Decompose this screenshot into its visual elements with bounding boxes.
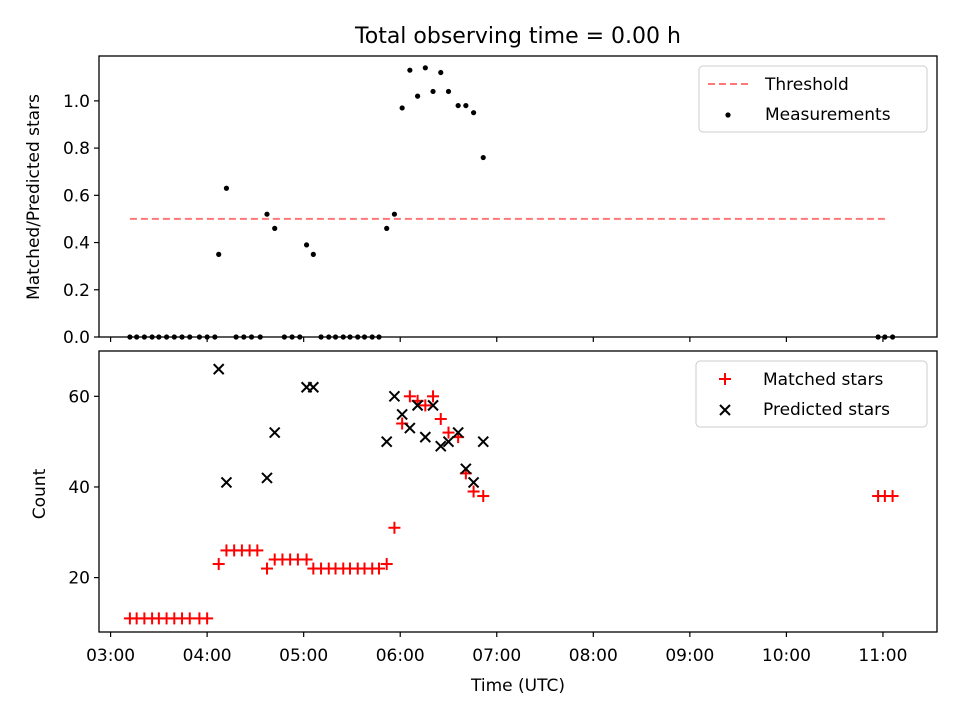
bottom-legend: Matched stars Predicted stars	[695, 360, 928, 428]
measurement-point	[216, 251, 222, 257]
bottom-y-tick-label: 20	[68, 569, 90, 589]
predicted-star-point	[269, 426, 281, 439]
bottom-legend-predicted-swatch	[719, 404, 731, 416]
matched-star-point	[434, 412, 447, 425]
top-y-tick-label: 0.2	[63, 281, 90, 301]
bottom-x-axis: 03:00 04:00 05:00 06:00 07:00 08:00 09:00 10:00…	[86, 632, 907, 666]
top-y-tick-label: 1.0	[63, 92, 90, 112]
bottom-legend-matched-label: Matched stars	[763, 370, 883, 390]
measurement-point	[272, 225, 278, 231]
predicted-star-point	[404, 422, 416, 434]
measurement-point	[480, 154, 486, 161]
matched-star-point	[419, 399, 432, 412]
measurement-point	[264, 211, 270, 217]
x-tick-label: 07:00	[472, 646, 521, 666]
bottom-legend-predicted-label: Predicted stars	[763, 400, 890, 420]
top-legend-measurements-label: Measurements	[765, 105, 891, 125]
bottom-marks	[123, 363, 899, 625]
predicted-star-point	[460, 463, 472, 475]
predicted-star-point	[442, 435, 455, 448]
matched-star-point	[251, 544, 264, 557]
measurement-point	[384, 225, 390, 231]
matched-star-point	[442, 426, 455, 439]
top-y-tick-label: 0.8	[63, 139, 90, 159]
measurement-point	[422, 65, 428, 71]
bottom-panel: 20 40 60 03:00 04:00 05:00 06:00 07:00 08:00 09:…	[30, 350, 938, 696]
predicted-star-point	[419, 431, 432, 443]
bottom-y-tick-label: 40	[68, 478, 90, 498]
x-tick-label: 09:00	[665, 646, 714, 666]
predicted-star-point	[396, 408, 408, 421]
measurement-point	[407, 67, 413, 73]
predicted-star-point	[427, 399, 439, 412]
measurement-point	[455, 102, 461, 109]
predicted-star-point	[388, 390, 401, 403]
measurement-point	[414, 93, 421, 99]
predicted-star-point	[380, 435, 393, 448]
measurement-point	[430, 88, 436, 95]
top-x-ticks	[109, 337, 884, 342]
measurement-point	[391, 211, 398, 217]
bottom-axes-frame	[98, 350, 938, 633]
predicted-star-point	[467, 476, 480, 489]
predicted-star-point	[452, 426, 464, 439]
matched-star-point	[467, 485, 480, 498]
matched-star-point	[427, 390, 440, 403]
top-y-axis-label: Matched/Predicted stars	[24, 94, 44, 300]
predicted-star-point	[220, 476, 233, 489]
measurement-point	[445, 88, 452, 95]
matched-star-point	[260, 562, 273, 575]
bottom-y-tick-label: 60	[68, 387, 90, 407]
measurement-point	[463, 102, 469, 109]
x-tick-label: 04:00	[183, 646, 232, 666]
top-marks	[127, 65, 896, 340]
matched-star-point	[388, 521, 401, 534]
predicted-star-point	[435, 440, 447, 452]
bottom-y-axis: 20 40 60	[68, 387, 99, 589]
measurement-point	[303, 242, 310, 248]
top-y-tick-label: 0.4	[63, 234, 90, 254]
x-tick-label: 08:00	[569, 646, 618, 666]
matched-star-point	[477, 490, 490, 503]
predicted-star-point	[307, 381, 320, 393]
chart-title: Total observing time = 0.00 h	[354, 24, 681, 49]
measurement-point	[310, 251, 316, 257]
x-tick-label: 03:00	[86, 646, 135, 666]
top-axes-frame	[98, 55, 938, 338]
matched-star-point	[886, 490, 899, 503]
x-axis-label: Time (UTC)	[470, 676, 565, 696]
predicted-star-point	[411, 399, 424, 412]
top-legend-measurements-swatch	[725, 112, 731, 118]
matched-star-point	[201, 612, 214, 625]
measurement-point	[470, 110, 477, 116]
predicted-star-point	[261, 472, 273, 484]
top-y-axis: 0.0 0.2 0.4 0.6 0.8 1.0	[63, 92, 99, 348]
top-y-tick-label: 0.6	[63, 186, 90, 206]
bottom-legend-box	[695, 360, 928, 428]
matched-star-point	[403, 390, 416, 403]
measurement-point	[438, 69, 444, 76]
measurement-point	[399, 105, 405, 111]
top-panel: 0.0 0.2 0.4 0.6 0.8 1.0 Matched/Predicted sta…	[24, 55, 938, 348]
top-legend-box	[698, 65, 928, 133]
matched-star-point	[212, 558, 225, 571]
x-tick-label: 05:00	[279, 646, 328, 666]
bottom-y-axis-label: Count	[30, 468, 50, 519]
matched-star-point	[380, 558, 393, 571]
predicted-star-point	[213, 363, 225, 375]
measurement-point	[223, 185, 230, 191]
x-tick-label: 10:00	[762, 646, 811, 666]
x-tick-label: 06:00	[376, 646, 425, 666]
matched-star-point	[300, 553, 313, 566]
top-y-tick-label: 0.0	[63, 328, 90, 348]
matched-star-point	[372, 562, 385, 575]
top-legend: Threshold Measurements	[698, 65, 928, 133]
x-tick-label: 11:00	[858, 646, 907, 666]
top-legend-threshold-label: Threshold	[764, 75, 849, 95]
predicted-star-point	[477, 435, 489, 448]
bottom-legend-matched-swatch	[719, 373, 731, 385]
